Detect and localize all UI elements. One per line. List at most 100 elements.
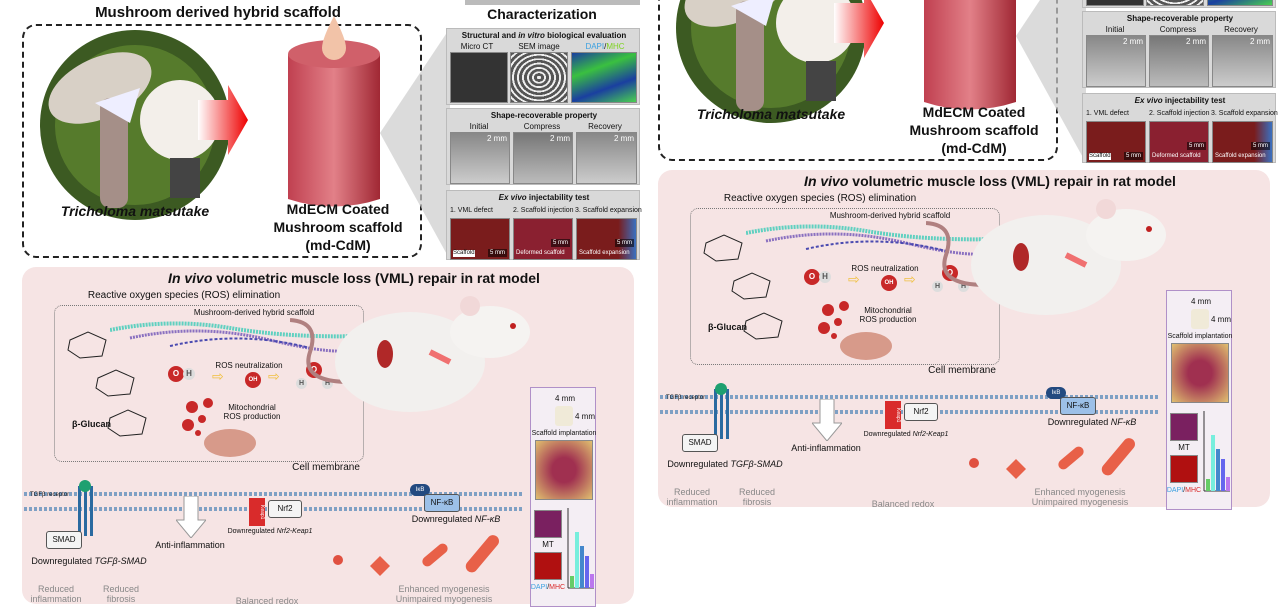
dapi-mhc-label: DAPI/MHC — [1166, 487, 1202, 494]
shape-section: Shape-recoverable property Initial Compr… — [1082, 11, 1276, 88]
step-label: 1. VML defect — [1086, 110, 1129, 117]
water-hydrogen: H — [322, 378, 333, 389]
red-arrow-icon — [834, 0, 884, 58]
scaffold-piece — [1191, 309, 1209, 329]
fibrosis-bar-chart — [1203, 411, 1230, 492]
mushroom-illustration — [40, 30, 230, 220]
tgfb-receptor-label: TGFβ receptor — [30, 492, 70, 498]
myogenesis-label: Enhanced myogenesis Unimpaired myogenesis — [1031, 487, 1129, 508]
scale-bar-label: 2 mm — [487, 134, 507, 143]
ros-neutralization-label: ROS neutralization — [215, 361, 283, 370]
scale-bar-label: 5 mm — [488, 249, 507, 257]
scaffold-label: MdECM Coated Mushroom scaffold (md-CdM) — [909, 103, 1038, 157]
characterization-title: Characterization — [487, 6, 597, 22]
initial-label: Initial — [1105, 25, 1125, 34]
mushroom-label: Tricholoma matsutake — [696, 106, 846, 122]
structural-section: Structural and in vitro biological evalu… — [1082, 0, 1276, 8]
rat-illustration — [290, 296, 530, 412]
injection-image: Deformed scaffold 5 mm — [513, 218, 573, 260]
down-nfkb-label: Downregulated NF-κB — [411, 514, 501, 524]
injectability-title: Ex vivo injectability test — [498, 193, 590, 202]
recovery-label: Recovery — [1224, 25, 1258, 34]
dapi-mhc-image — [1207, 0, 1273, 6]
scale-bar-label: 5 mm — [615, 239, 634, 247]
initial-image: 2 mm — [1086, 35, 1146, 87]
myogenesis-label: Enhanced myogenesis Unimpaired myogenesis — [395, 584, 493, 605]
down-arrow-icon — [176, 496, 206, 538]
dapi-mhc-image — [571, 52, 637, 103]
compress-label: Compress — [1159, 25, 1197, 34]
sem-label: SEM image — [518, 42, 560, 51]
structural-title: Structural and in vitro biological evalu… — [461, 31, 627, 40]
cell-membrane-outer — [24, 492, 522, 496]
image-caption: Scaffold — [1089, 153, 1111, 160]
cell-membrane-label: Cell membrane — [928, 365, 996, 376]
in-vivo-title: In vivo volumetric muscle loss (VML) rep… — [804, 173, 1176, 189]
yellow-arrow-icon: ⇨ — [212, 368, 224, 384]
image-caption: Scaffold expansion — [579, 250, 630, 257]
injectability-title: Ex vivo injectability test — [1134, 96, 1226, 105]
scale-bar-label: 5 mm — [1187, 142, 1206, 150]
hydrogen-atom: H — [183, 368, 195, 380]
scaffold-label-line: Mushroom scaffold — [909, 122, 1039, 138]
mitochondria-icon — [818, 301, 892, 360]
step-label: 2. Scaffold injection — [513, 207, 574, 214]
sem-image — [1146, 0, 1204, 6]
tgfb-receptor-label: TGFβ receptor — [666, 395, 706, 401]
water-hydrogen: H — [958, 281, 969, 292]
reduced-fibrosis-label: Reduced fibrosis — [102, 584, 140, 605]
step-label: 3. Scaffold expansion — [1211, 110, 1278, 117]
ros-title: Reactive oxygen species (ROS) eliminatio… — [723, 193, 917, 204]
tgfb-receptor-icon — [78, 480, 93, 536]
oxygen-atom: O — [168, 366, 184, 382]
myocyte-cells-icon — [969, 438, 1135, 479]
sem-image — [510, 52, 568, 103]
initial-image: 2 mm — [450, 132, 510, 184]
scale-bar-label: 5 mm — [1124, 152, 1143, 160]
shape-title: Shape-recoverable property — [1126, 14, 1234, 23]
implant-label: Scaffold implantation — [531, 430, 597, 437]
dimension-label: 4 mm — [1211, 315, 1231, 324]
implant-label: Scaffold implantation — [1167, 333, 1233, 340]
scale-bar-label: 2 mm — [1123, 37, 1143, 46]
micro-ct-image — [450, 52, 508, 103]
inset-panel: 4 mm 4 mm Scaffold implantation MT DAPI/… — [530, 387, 596, 607]
myocyte-cells-icon — [333, 535, 499, 576]
structural-section: Structural and in vitro biological evalu… — [446, 28, 640, 105]
nrf2-box: Nrf2 — [268, 500, 302, 518]
down-tgfb-label: Downregulated TGFβ-SMAD — [667, 459, 783, 469]
mito-label: Mitochondrial ROS production — [223, 403, 281, 422]
injectability-section: Ex vivo injectability test 1. VML defect… — [446, 190, 642, 260]
top-strip — [465, 0, 640, 5]
cell-membrane-outer — [660, 395, 1158, 399]
mt-label: MT — [542, 540, 554, 549]
oxygen-atom: O — [804, 269, 820, 285]
ikb-icon: IκB — [410, 484, 430, 496]
scale-bar-label: 2 mm — [1250, 37, 1270, 46]
injectability-section: Ex vivo injectability test 1. VML defect… — [1082, 93, 1278, 163]
mt-image — [534, 510, 562, 538]
reduced-inflammation-label: Reduced inflammation — [666, 487, 718, 508]
scaffold-label-line: MdECM Coated — [922, 104, 1026, 120]
cell-membrane-label: Cell membrane — [292, 462, 360, 473]
nfkb-box: NF-κB — [1060, 397, 1096, 415]
mitochondria-icon — [182, 398, 256, 457]
dimension-label: 4 mm — [575, 412, 595, 421]
reduced-inflammation-label: Reduced inflammation — [30, 584, 82, 605]
beta-glucan-structure-icon — [67, 331, 147, 437]
scaffold-label-line: (md-CdM) — [941, 140, 1007, 156]
yellow-arrow-icon: ⇨ — [268, 368, 280, 384]
dapi-mhc-label: DAPI/MHC — [530, 584, 566, 591]
reduced-fibrosis-label: Reduced fibrosis — [738, 487, 776, 508]
injection-image: Deformed scaffold 5 mm — [1149, 121, 1209, 163]
mt-label: MT — [1178, 443, 1190, 452]
scale-bar-label: 2 mm — [614, 134, 634, 143]
compress-image: 2 mm — [1149, 35, 1209, 87]
zoom-cone — [380, 28, 450, 260]
step-label: 1. VML defect — [450, 207, 493, 214]
compress-label: Compress — [523, 122, 561, 131]
recovery-image: 2 mm — [1212, 35, 1273, 87]
implant-photo — [535, 440, 593, 500]
anti-inflammation-label: Anti-inflammation — [155, 540, 225, 550]
scale-bar-label: 2 mm — [550, 134, 570, 143]
